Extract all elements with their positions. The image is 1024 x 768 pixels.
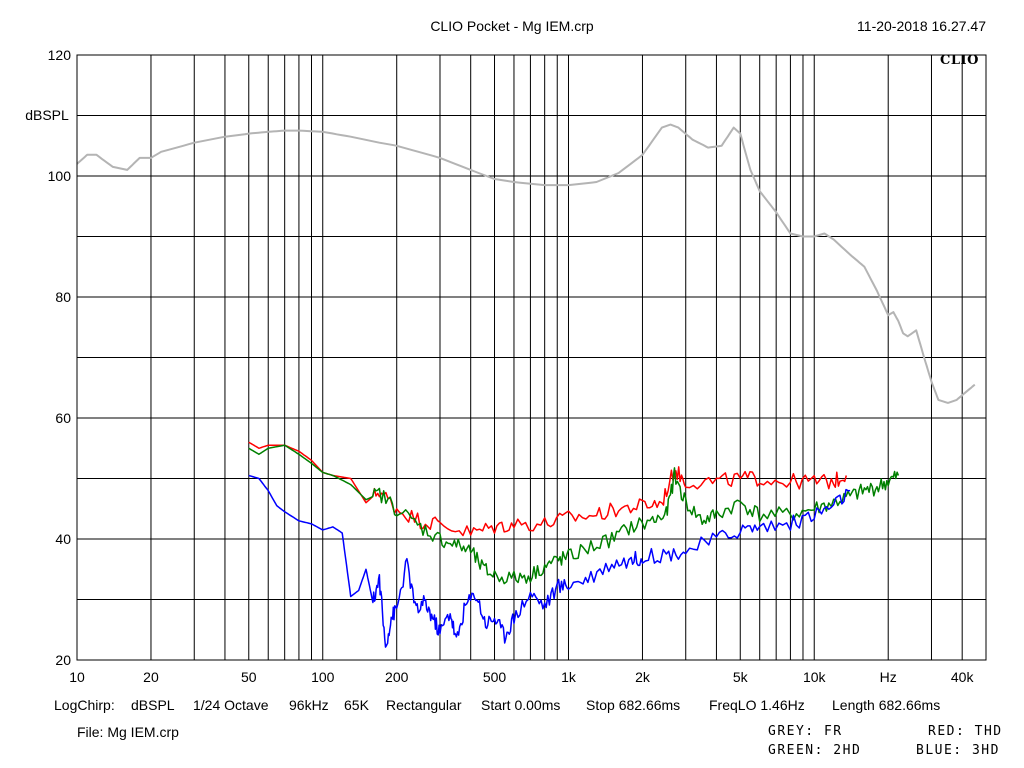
series-3hd-line [248,474,851,648]
y-axis-tick-labels: 20 40 60 80 100 120 [48,47,72,668]
series-thd-line [248,441,848,537]
clio-logo: CLIO [940,53,979,68]
x-tick-label: 2k [635,669,651,685]
x-tick-label: 200 [385,669,409,685]
y-tick-label: 20 [55,652,71,668]
x-tick-label: 50 [241,669,257,685]
chart-title: CLIO Pocket - Mg IEM.crp [430,18,594,34]
plot-frame [76,54,987,661]
y-tick-label: 80 [55,289,71,305]
file-name: File: Mg IEM.crp [77,724,179,740]
y-tick-label: 40 [55,531,71,547]
timestamp: 11-20-2018 16.27.47 [857,18,986,34]
legend-red-thd: RED: THD [928,724,1003,739]
settings-item: LogChirp: [54,697,115,713]
settings-item: Rectangular [386,697,462,713]
x-tick-label: 5k [733,669,749,685]
y-tick-label: 120 [48,47,72,63]
x-tick-label: 10k [803,669,827,685]
settings-item: Length 682.66ms [832,697,941,713]
settings-item: FreqLO 1.46Hz [709,697,805,713]
x-tick-label: 100 [311,669,335,685]
settings-item: 65K [344,697,369,713]
x-tick-label: 10 [69,669,85,685]
x-axis-tick-labels: 10 20 50 100 200 500 1k 2k 5k 10k Hz 40k [69,669,974,685]
x-tick-label: 40k [951,669,975,685]
series-fr-line [76,123,976,404]
x-tick-label: Hz [880,669,897,685]
settings-item: Start 0.00ms [481,697,561,713]
x-tick-label: 20 [143,669,159,685]
x-tick-label: 1k [561,669,577,685]
y-tick-label: 60 [55,410,71,426]
y-axis-label: dBSPL [25,107,69,123]
settings-item: dBSPL [131,697,175,713]
settings-item: Stop 682.66ms [586,697,681,713]
legend-grey-fr: GREY: FR [768,724,843,739]
legend-blue-3hd: BLUE: 3HD [916,743,1000,758]
legend-green-2hd: GREEN: 2HD [768,743,862,758]
series-layer [76,123,976,648]
y-tick-label: 100 [48,168,72,184]
chart-grid [77,55,986,660]
x-tick-label: 500 [483,669,507,685]
settings-item: 1/24 Octave [193,697,269,713]
settings-item: 96kHz [289,697,329,713]
